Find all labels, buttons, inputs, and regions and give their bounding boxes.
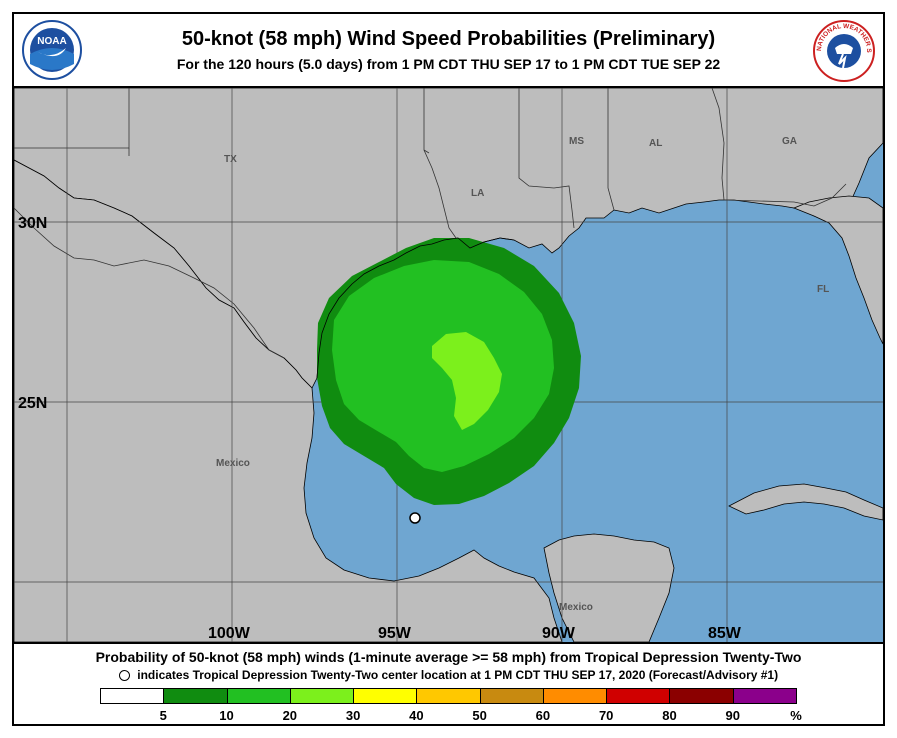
storm-center-marker [409,512,421,524]
legend-tick-label: 30 [345,708,361,723]
legend-tick-label: 20 [282,708,298,723]
legend-swatch [732,688,797,704]
political-borders [14,88,847,359]
legend-swatch [669,688,734,704]
legend-tick-label: 90 [725,708,740,723]
legend-swatch [353,688,418,704]
storm-marker-icon [118,670,130,682]
map-svg: TX LA MS AL GA FL Mexico Mexico 30N 25N … [14,88,883,642]
coastline-overlay [316,237,515,379]
nws-logo: NATIONAL WEATHER SERVICE [813,20,875,82]
legend-swatch [479,688,544,704]
label-al: AL [649,138,662,149]
footer-description: Probability of 50-knot (58 mph) winds (1… [95,649,802,665]
legend-swatch [416,688,481,704]
lon-label-100w: 100W [208,625,251,642]
label-la: LA [471,188,484,199]
label-mexico-west: Mexico [216,458,250,469]
header: NOAA 50-knot (58 mph) Wind Speed Probabi… [14,14,883,86]
legend-tick-label: 80 [662,708,677,723]
legend-swatch [163,688,228,704]
lat-label-25n: 25N [18,395,47,412]
florida-land [792,195,883,345]
legend-swatch [100,688,165,704]
legend-tick-label: 5 [159,708,167,723]
lat-label-30n: 30N [18,215,47,232]
label-tx: TX [224,154,237,165]
label-fl: FL [817,284,829,295]
prob-20-30-area [432,332,502,430]
noaa-logo-text: NOAA [37,36,66,47]
label-mexico-yucatan: Mexico [559,602,593,613]
cuba-land [728,483,883,521]
noaa-logo: NOAA [22,20,82,80]
footer-marker-note: indicates Tropical Depression Twenty-Two… [14,668,883,682]
label-ga: GA [782,136,797,147]
legend-tick-label: 10 [219,708,234,723]
lon-label-85w: 85W [708,625,742,642]
yucatan-land [543,533,675,642]
lon-label-95w: 95W [378,625,412,642]
map-subtitle: For the 120 hours (5.0 days) from 1 PM C… [176,56,721,72]
legend-tick-label: 40 [409,708,424,723]
legend-tick-label: 60 [535,708,551,723]
mexico-land [14,159,563,642]
legend-tick-label: 70 [598,708,614,723]
legend-swatch [226,688,291,704]
legend-swatch [289,688,355,704]
map-title: 50-knot (58 mph) Wind Speed Probabilitie… [181,28,716,50]
graphic-frame: NOAA 50-knot (58 mph) Wind Speed Probabi… [12,12,885,726]
lon-label-90w: 90W [542,625,576,642]
footer: Probability of 50-knot (58 mph) winds (1… [14,646,883,724]
legend-tick-label: 50 [472,708,487,723]
label-ms: MS [569,136,584,147]
legend-swatch [606,688,671,704]
legend-tick-label: % [790,708,802,723]
legend-swatch [542,688,608,704]
probability-legend: 5 10 20 30 40 50 60 70 80 90% [100,688,802,723]
footer-marker-text: indicates Tropical Depression Twenty-Two… [137,668,779,682]
map-panel: TX LA MS AL GA FL Mexico Mexico 30N 25N … [14,86,883,644]
